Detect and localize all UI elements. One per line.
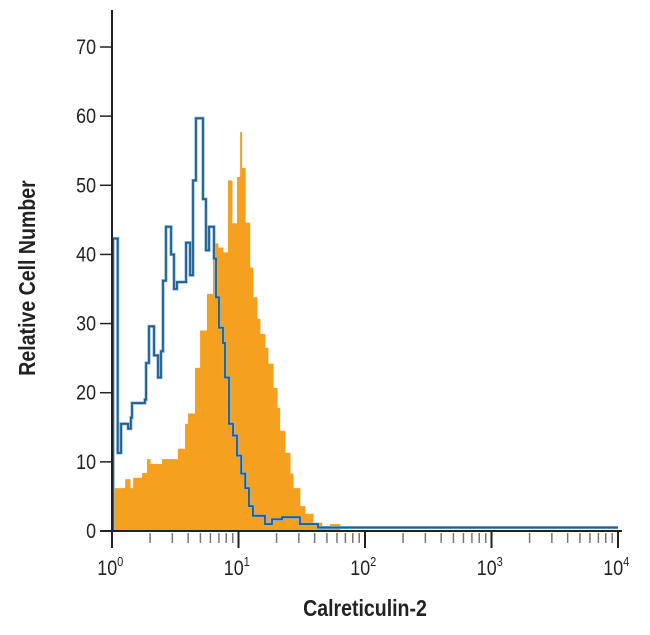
y-tick-label: 20 xyxy=(76,381,96,405)
histogram-bin xyxy=(304,513,314,531)
tick-base: 10 xyxy=(97,557,117,581)
histogram-bin xyxy=(249,267,254,531)
histogram-bin xyxy=(227,180,233,531)
y-tick-label: 30 xyxy=(76,312,96,336)
tick-base: 10 xyxy=(477,557,497,581)
histogram-bin xyxy=(245,222,251,531)
histogram-bin xyxy=(142,472,148,531)
histogram-bin xyxy=(185,423,189,531)
histogram-bin xyxy=(222,252,229,531)
histogram-bin xyxy=(241,168,246,531)
histogram-bin xyxy=(240,132,243,531)
y-axis-title: Relative Cell Number xyxy=(15,180,41,375)
histogram-bin xyxy=(130,488,134,531)
tick-exponent: 4 xyxy=(623,554,629,569)
tick-base: 10 xyxy=(350,557,370,581)
histogram-bin xyxy=(273,387,278,531)
histogram-bin xyxy=(290,473,294,531)
histogram-bin xyxy=(236,176,241,531)
histogram-bin xyxy=(260,333,266,531)
histogram-bin xyxy=(284,452,291,531)
y-tick-label: 50 xyxy=(76,174,96,198)
histogram-bin xyxy=(299,506,306,531)
y-tick-label: 60 xyxy=(76,105,96,129)
histogram-bin xyxy=(188,413,196,531)
histogram-bin xyxy=(194,367,201,531)
histogram-outline xyxy=(112,117,618,531)
tick-exponent: 0 xyxy=(117,554,123,569)
histogram-bin xyxy=(212,243,219,531)
histogram-bin xyxy=(265,347,269,531)
histogram-bin xyxy=(232,223,238,532)
histogram-bin xyxy=(252,297,258,531)
y-tick-label: 10 xyxy=(76,451,96,475)
histogram-bin xyxy=(200,330,208,531)
histogram-bin xyxy=(113,488,126,531)
histogram-bin xyxy=(150,463,163,531)
histogram-bin xyxy=(217,247,224,531)
tick-exponent: 3 xyxy=(497,554,503,569)
histogram-bin xyxy=(293,488,301,531)
histogram-bin xyxy=(161,459,179,531)
x-tick-label: 104 xyxy=(603,554,629,580)
x-tick-label: 101 xyxy=(224,554,250,580)
histogram-bin xyxy=(177,448,186,531)
x-axis-title: Calreticulin-2 xyxy=(303,596,427,622)
histogram-bin xyxy=(133,477,143,531)
histogram-bin xyxy=(267,363,274,531)
y-tick-label: 0 xyxy=(86,520,96,544)
histogram-bin xyxy=(206,293,214,531)
tick-exponent: 2 xyxy=(370,554,376,569)
series-outline xyxy=(111,116,618,531)
y-tick-label: 40 xyxy=(76,243,96,267)
histogram-bin xyxy=(125,479,131,531)
x-tick-label: 103 xyxy=(477,554,503,580)
series-filled xyxy=(113,132,341,532)
tick-exponent: 1 xyxy=(244,554,250,569)
x-tick-label: 102 xyxy=(350,554,376,580)
histogram-bin xyxy=(256,318,261,531)
tick-base: 10 xyxy=(224,557,244,581)
x-tick-label: 100 xyxy=(97,554,123,580)
histogram-bin xyxy=(279,430,286,531)
series-layer xyxy=(111,116,618,532)
y-tick-label: 70 xyxy=(76,36,96,60)
tick-base: 10 xyxy=(603,557,623,581)
histogram-bin xyxy=(146,459,151,531)
histogram-bin xyxy=(277,407,281,531)
